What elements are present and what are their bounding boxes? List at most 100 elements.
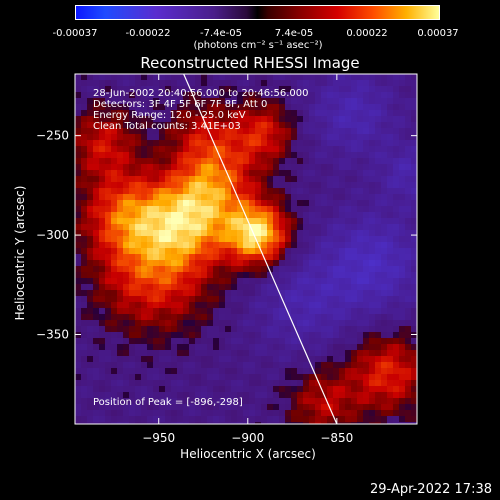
heatmap-cell xyxy=(351,356,357,362)
heatmap-cell xyxy=(273,404,279,410)
heatmap-cell xyxy=(339,272,345,278)
heatmap-cell xyxy=(117,212,123,218)
heatmap-cell xyxy=(213,344,219,350)
heatmap-cell xyxy=(267,416,273,422)
heatmap-cell xyxy=(135,86,141,92)
heatmap-cell xyxy=(375,320,381,326)
heatmap-cell xyxy=(207,92,213,98)
heatmap-cell xyxy=(375,122,381,128)
heatmap-cell xyxy=(189,128,195,134)
heatmap-cell xyxy=(213,224,219,230)
heatmap-cell xyxy=(321,248,327,254)
heatmap-cell xyxy=(219,368,225,374)
heatmap-cell xyxy=(255,212,261,218)
heatmap-cell xyxy=(297,104,303,110)
heatmap-cell xyxy=(231,314,237,320)
heatmap-cell xyxy=(165,224,171,230)
heatmap-cell xyxy=(231,374,237,380)
heatmap-cell xyxy=(225,236,231,242)
heatmap-cell xyxy=(225,338,231,344)
heatmap-cell xyxy=(219,260,225,266)
heatmap-cell xyxy=(93,350,99,356)
heatmap-cell xyxy=(105,140,111,146)
heatmap-cell xyxy=(213,368,219,374)
heatmap-cell xyxy=(315,80,321,86)
heatmap-cell xyxy=(231,386,237,392)
heatmap-cell xyxy=(261,326,267,332)
heatmap-cell xyxy=(213,266,219,272)
heatmap-cell xyxy=(291,86,297,92)
heatmap-cell xyxy=(207,332,213,338)
heatmap-cell xyxy=(309,284,315,290)
heatmap-cell xyxy=(345,176,351,182)
heatmap-cell xyxy=(183,116,189,122)
heatmap-cell xyxy=(261,188,267,194)
heatmap-cell xyxy=(243,410,249,416)
heatmap-cell xyxy=(111,260,117,266)
heatmap-cell xyxy=(291,212,297,218)
heatmap-cell xyxy=(105,362,111,368)
heatmap-cell xyxy=(195,296,201,302)
heatmap-cell xyxy=(399,182,405,188)
heatmap-cell xyxy=(135,380,141,386)
heatmap-cell xyxy=(111,176,117,182)
heatmap-cell xyxy=(159,86,165,92)
heatmap-cell xyxy=(117,416,123,422)
colorbar xyxy=(75,5,440,20)
heatmap-cell xyxy=(381,398,387,404)
heatmap-cell xyxy=(111,254,117,260)
heatmap-cell xyxy=(255,308,261,314)
heatmap-cell xyxy=(201,182,207,188)
heatmap-cell xyxy=(351,404,357,410)
heatmap-cell xyxy=(333,254,339,260)
heatmap-cell xyxy=(219,212,225,218)
heatmap-cell xyxy=(165,332,171,338)
heatmap-cell xyxy=(327,152,333,158)
heatmap-cell xyxy=(393,170,399,176)
heatmap-cell xyxy=(141,260,147,266)
heatmap-cell xyxy=(351,260,357,266)
heatmap-cell xyxy=(273,320,279,326)
heatmap-cell xyxy=(81,92,87,98)
heatmap-cell xyxy=(327,392,333,398)
heatmap-cell xyxy=(285,278,291,284)
heatmap-cell xyxy=(153,92,159,98)
heatmap-cell xyxy=(297,326,303,332)
heatmap-cell xyxy=(381,326,387,332)
heatmap-cell xyxy=(309,158,315,164)
heatmap-cell xyxy=(357,116,363,122)
heatmap-cell xyxy=(81,74,87,80)
heatmap-cell xyxy=(189,116,195,122)
heatmap-cell xyxy=(411,326,417,332)
heatmap-cell xyxy=(393,182,399,188)
heatmap-cell xyxy=(231,200,237,206)
heatmap-cell xyxy=(177,122,183,128)
heatmap-cell xyxy=(207,338,213,344)
heatmap-cell xyxy=(411,404,417,410)
heatmap-cell xyxy=(219,140,225,146)
heatmap-cell xyxy=(345,224,351,230)
heatmap-cell xyxy=(201,230,207,236)
heatmap-cell xyxy=(339,362,345,368)
heatmap-cell xyxy=(81,116,87,122)
heatmap-cell xyxy=(237,404,243,410)
heatmap-cell xyxy=(171,104,177,110)
heatmap-cell xyxy=(291,254,297,260)
heatmap-cell xyxy=(219,254,225,260)
heatmap-cell xyxy=(243,332,249,338)
heatmap-cell xyxy=(273,356,279,362)
heatmap-cell xyxy=(387,362,393,368)
heatmap-cell xyxy=(195,344,201,350)
heatmap-cell xyxy=(309,194,315,200)
heatmap-cell xyxy=(231,146,237,152)
heatmap-cell xyxy=(387,386,393,392)
heatmap-cell xyxy=(195,362,201,368)
heatmap-cell xyxy=(261,194,267,200)
heatmap-cell xyxy=(303,134,309,140)
heatmap-cell xyxy=(357,362,363,368)
heatmap-cell xyxy=(213,302,219,308)
heatmap-cell xyxy=(279,80,285,86)
heatmap-cell xyxy=(159,74,165,80)
heatmap-cell xyxy=(303,386,309,392)
heatmap-cell xyxy=(357,278,363,284)
